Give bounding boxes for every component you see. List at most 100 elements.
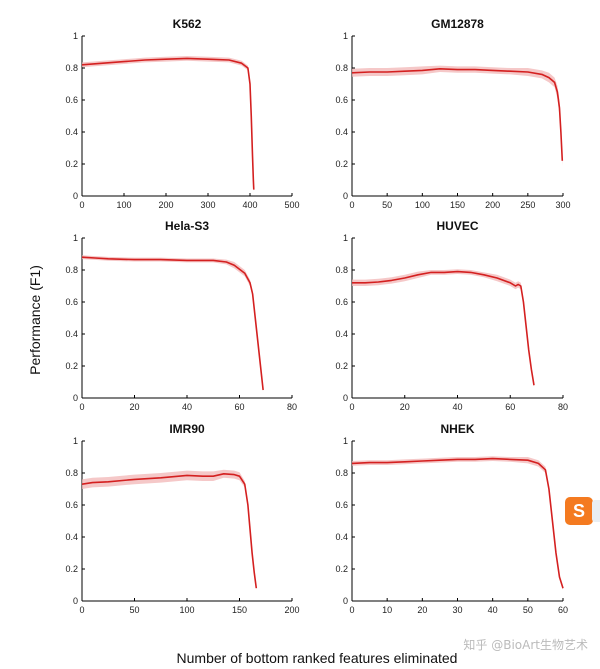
x-tick-label: 100	[415, 200, 430, 210]
y-axis-label: Performance (F1)	[27, 265, 43, 375]
x-tick-label: 40	[182, 402, 192, 412]
y-tick-label: 0	[73, 191, 78, 201]
x-tick-label: 0	[79, 402, 84, 412]
x-tick-label: 60	[234, 402, 244, 412]
panel-0: K562 0 0.2 0.4 0.6 0.8 1 0 100 200 300 400 500	[65, 17, 299, 210]
y-tick-label: 0.8	[335, 63, 348, 73]
x-tick-label: 80	[558, 402, 568, 412]
y-tick-label: 0.4	[65, 532, 78, 542]
y-tick-label: 0.4	[335, 127, 348, 137]
x-tick-label: 50	[382, 200, 392, 210]
panel-3: HUVEC 0 0.2 0.4 0.6 0.8 1 0 20 40 60 80	[335, 219, 568, 412]
x-tick-label: 80	[287, 402, 297, 412]
y-tick-label: 0.2	[335, 361, 348, 371]
x-tick-label: 20	[129, 402, 139, 412]
y-tick-label: 0.4	[335, 532, 348, 542]
confidence-band	[352, 269, 534, 387]
x-tick-label: 0	[349, 200, 354, 210]
y-tick-label: 0.8	[65, 63, 78, 73]
series-line	[81, 57, 255, 190]
sogou-badge-icon[interactable]: S	[565, 497, 593, 525]
x-axis-label: Number of bottom ranked features elimina…	[177, 650, 458, 666]
y-tick-label: 0.2	[335, 159, 348, 169]
watermark-text: 知乎 @BioArt生物艺术	[463, 638, 588, 652]
x-tick-label: 200	[158, 200, 173, 210]
panel-title: Hela-S3	[165, 219, 209, 233]
x-tick-label: 50	[129, 605, 139, 615]
y-tick-label: 0.8	[335, 468, 348, 478]
panel-title: GM12878	[431, 17, 484, 31]
y-tick-label: 1	[343, 31, 348, 41]
x-tick-label: 300	[200, 200, 215, 210]
x-tick-label: 150	[232, 605, 247, 615]
confidence-band	[82, 469, 257, 590]
y-tick-label: 0.4	[65, 127, 78, 137]
series-line	[351, 457, 564, 589]
y-tick-label: 0.6	[65, 297, 78, 307]
panel-1: GM12878 0 0.2 0.4 0.6 0.8 1 0 50 100 150 200 250 300	[335, 17, 570, 210]
x-tick-label: 30	[452, 605, 462, 615]
y-tick-label: 0.6	[65, 95, 78, 105]
x-tick-label: 100	[179, 605, 194, 615]
panel-title: K562	[173, 17, 202, 31]
panel-title: HUVEC	[436, 219, 478, 233]
x-tick-label: 500	[284, 200, 299, 210]
x-tick-label: 100	[116, 200, 131, 210]
series-line	[352, 270, 535, 386]
panel-title: NHEK	[440, 422, 474, 436]
y-tick-label: 0.6	[335, 297, 348, 307]
y-tick-label: 1	[73, 233, 78, 243]
y-tick-label: 0	[343, 191, 348, 201]
x-tick-label: 0	[349, 402, 354, 412]
confidence-band	[352, 456, 563, 590]
y-tick-label: 1	[73, 31, 78, 41]
x-tick-label: 20	[417, 605, 427, 615]
side-tab-handle[interactable]	[592, 500, 600, 522]
confidence-band	[82, 255, 264, 392]
y-tick-label: 0.4	[65, 329, 78, 339]
panel-2: Hela-S3 0 0.2 0.4 0.6 0.8 1 0 20 40 60 80	[65, 219, 297, 412]
x-tick-label: 0	[349, 605, 354, 615]
x-tick-label: 200	[284, 605, 299, 615]
y-tick-label: 0.6	[65, 500, 78, 510]
x-tick-label: 0	[79, 200, 84, 210]
x-tick-label: 40	[452, 402, 462, 412]
x-tick-label: 250	[520, 200, 535, 210]
y-tick-label: 0.6	[335, 95, 348, 105]
y-tick-label: 0.2	[65, 159, 78, 169]
confidence-band	[352, 65, 563, 166]
x-tick-label: 150	[450, 200, 465, 210]
y-tick-label: 0.4	[335, 329, 348, 339]
x-tick-label: 50	[523, 605, 533, 615]
x-tick-label: 400	[242, 200, 257, 210]
series-line	[351, 68, 564, 161]
y-tick-label: 0	[343, 393, 348, 403]
confidence-band	[82, 56, 254, 192]
y-tick-label: 0.8	[65, 468, 78, 478]
series-line	[81, 472, 258, 589]
x-tick-label: 20	[400, 402, 410, 412]
y-tick-label: 0.2	[65, 564, 78, 574]
x-tick-label: 10	[382, 605, 392, 615]
y-tick-label: 0.8	[65, 265, 78, 275]
y-tick-label: 0.2	[335, 564, 348, 574]
x-tick-label: 40	[488, 605, 498, 615]
y-tick-label: 0.6	[335, 500, 348, 510]
x-tick-label: 300	[555, 200, 570, 210]
panel-title: IMR90	[169, 422, 205, 436]
series-line	[81, 256, 264, 391]
y-tick-label: 1	[73, 436, 78, 446]
x-tick-label: 0	[79, 605, 84, 615]
y-tick-label: 0	[73, 596, 78, 606]
x-tick-label: 60	[558, 605, 568, 615]
y-tick-label: 1	[343, 436, 348, 446]
y-tick-label: 1	[343, 233, 348, 243]
x-tick-label: 60	[505, 402, 515, 412]
panel-4: IMR90 0 0.2 0.4 0.6 0.8 1 0 50 100 150 200	[65, 422, 299, 615]
y-tick-label: 0	[343, 596, 348, 606]
y-tick-label: 0.2	[65, 361, 78, 371]
y-tick-label: 0.8	[335, 265, 348, 275]
